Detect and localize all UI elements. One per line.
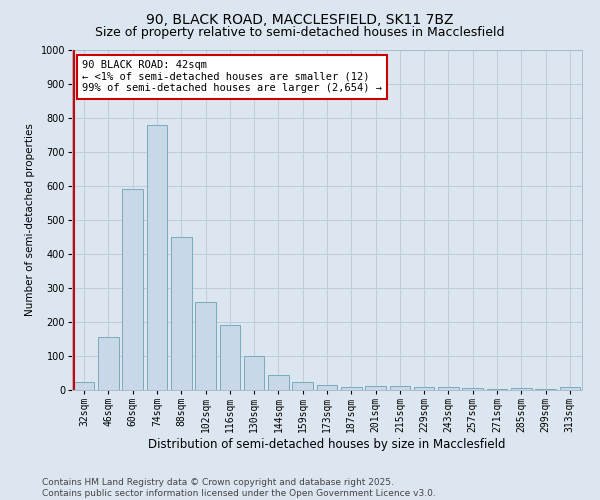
- Text: 90, BLACK ROAD, MACCLESFIELD, SK11 7BZ: 90, BLACK ROAD, MACCLESFIELD, SK11 7BZ: [146, 12, 454, 26]
- Bar: [341, 386, 362, 390]
- Bar: [122, 190, 143, 390]
- Bar: [195, 302, 216, 390]
- Bar: [268, 374, 289, 390]
- Bar: [463, 388, 483, 390]
- Bar: [365, 386, 386, 390]
- Bar: [171, 237, 191, 390]
- Bar: [146, 125, 167, 390]
- Bar: [438, 388, 459, 390]
- Bar: [389, 386, 410, 390]
- Bar: [487, 389, 508, 390]
- Bar: [535, 389, 556, 390]
- Bar: [244, 356, 265, 390]
- Bar: [74, 382, 94, 390]
- Bar: [511, 388, 532, 390]
- Bar: [292, 382, 313, 390]
- Bar: [414, 386, 434, 390]
- Y-axis label: Number of semi-detached properties: Number of semi-detached properties: [25, 124, 35, 316]
- Bar: [317, 385, 337, 390]
- Text: Size of property relative to semi-detached houses in Macclesfield: Size of property relative to semi-detach…: [95, 26, 505, 39]
- Bar: [98, 338, 119, 390]
- X-axis label: Distribution of semi-detached houses by size in Macclesfield: Distribution of semi-detached houses by …: [148, 438, 506, 451]
- Text: 90 BLACK ROAD: 42sqm
← <1% of semi-detached houses are smaller (12)
99% of semi-: 90 BLACK ROAD: 42sqm ← <1% of semi-detac…: [82, 60, 382, 94]
- Text: Contains HM Land Registry data © Crown copyright and database right 2025.
Contai: Contains HM Land Registry data © Crown c…: [42, 478, 436, 498]
- Bar: [220, 326, 240, 390]
- Bar: [560, 386, 580, 390]
